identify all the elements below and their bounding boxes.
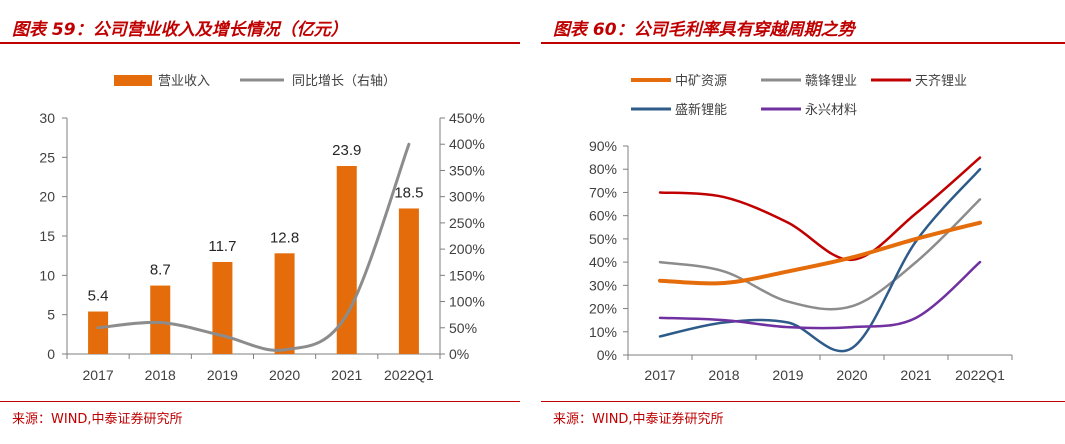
right-tick-label: 150% xyxy=(449,267,485,283)
line-growth xyxy=(96,142,411,352)
x-tick-label: 2017 xyxy=(83,367,114,383)
right-tick-label: 200% xyxy=(449,241,485,257)
source-rule xyxy=(541,401,1065,402)
x-tick-label: 2022Q1 xyxy=(384,367,434,383)
x-tick-label: 2021 xyxy=(900,367,931,383)
source-rule xyxy=(0,401,520,402)
legend-label: 盛新锂能 xyxy=(675,102,727,118)
left-tick-label: 5 xyxy=(47,307,55,323)
y-tick-label: 80% xyxy=(589,161,617,177)
left-tick-label: 30 xyxy=(39,110,55,126)
right-tick-label: 250% xyxy=(449,215,485,231)
bar-data-label: 8.7 xyxy=(150,262,171,279)
left-tick-label: 20 xyxy=(39,189,55,205)
legend: 营业收入 同比增长（右轴） xyxy=(114,74,396,89)
bar-data-label: 18.5 xyxy=(394,184,423,201)
line-series-3 xyxy=(658,167,982,353)
right-tick-label: 50% xyxy=(449,320,477,336)
legend-swatch-revenue xyxy=(114,75,152,86)
x-tick-label: 2020 xyxy=(836,367,867,383)
line-series-2 xyxy=(658,156,982,262)
legend-label-growth: 同比增长（右轴） xyxy=(292,74,396,89)
left-tick-label: 0 xyxy=(47,346,55,362)
chart-title: 图表 59：公司营业收入及增长情况（亿元） xyxy=(12,20,348,40)
y-tick-label: 90% xyxy=(589,138,617,154)
left-tick-label: 25 xyxy=(39,149,55,165)
bar-revenue xyxy=(150,285,171,354)
chart-panel-margin: 图表 60：公司毛利率具有穿越周期之势 中矿资源 赣锋锂业 天齐锂业盛新锂能 永兴材料… xyxy=(541,0,1065,444)
legend-label: 赣锋锂业 xyxy=(805,74,857,89)
title-rule xyxy=(541,42,1065,44)
y-tick-label: 40% xyxy=(589,254,617,270)
legend-label: 永兴材料 xyxy=(805,103,857,118)
left-tick-label: 10 xyxy=(39,267,55,283)
right-tick-label: 0% xyxy=(449,346,469,362)
right-tick-label: 300% xyxy=(449,189,485,205)
legend-label-revenue: 营业收入 xyxy=(158,74,210,89)
x-tick-label: 2019 xyxy=(207,367,238,383)
y-tick-label: 60% xyxy=(589,208,617,224)
x-tick-label: 2022Q1 xyxy=(955,367,1005,383)
bar-revenue xyxy=(398,208,419,354)
right-tick-label: 350% xyxy=(449,162,485,178)
y-tick-label: 70% xyxy=(589,184,617,200)
line-series-0 xyxy=(658,220,982,286)
bar-data-label: 23.9 xyxy=(332,142,361,159)
bar-revenue xyxy=(88,311,109,354)
title-rule xyxy=(0,42,520,44)
legend-label: 天齐锂业 xyxy=(915,73,967,89)
y-tick-label: 20% xyxy=(589,301,617,317)
bar-data-label: 11.7 xyxy=(208,238,236,255)
left-tick-label: 15 xyxy=(39,228,55,244)
x-tick-label: 2020 xyxy=(269,367,300,383)
source-note: 来源：WIND,中泰证券研究所 xyxy=(12,412,183,427)
line-series-1 xyxy=(658,198,982,311)
y-tick-label: 0% xyxy=(597,347,617,363)
bar-data-label: 5.4 xyxy=(88,288,109,305)
y-tick-label: 10% xyxy=(589,324,617,340)
x-tick-label: 2018 xyxy=(145,367,176,383)
bar-revenue xyxy=(212,261,233,354)
right-tick-label: 400% xyxy=(449,136,485,152)
y-tick-label: 50% xyxy=(589,231,617,247)
right-tick-label: 450% xyxy=(449,110,485,126)
y-tick-label: 30% xyxy=(589,277,617,293)
right-tick-label: 100% xyxy=(449,294,485,310)
line-series-4 xyxy=(658,260,982,330)
x-tick-label: 2017 xyxy=(644,367,675,383)
chart-panel-revenue: 图表 59：公司营业收入及增长情况（亿元） 营业收入 同比增长（右轴） 0 5 10 15… xyxy=(0,0,520,444)
bar-data-label: 12.8 xyxy=(270,229,299,246)
x-tick-label: 2019 xyxy=(772,367,803,383)
source-note: 来源：WIND,中泰证券研究所 xyxy=(553,412,724,427)
chart-title: 图表 60：公司毛利率具有穿越周期之势 xyxy=(553,20,855,40)
x-tick-label: 2018 xyxy=(708,367,739,383)
legend-label: 中矿资源 xyxy=(675,74,727,89)
bar-revenue xyxy=(274,253,295,354)
revenue-chart: 营业收入 同比增长（右轴）0510152025300%50%100%150%200… xyxy=(39,74,485,383)
x-tick-label: 2021 xyxy=(331,367,362,383)
